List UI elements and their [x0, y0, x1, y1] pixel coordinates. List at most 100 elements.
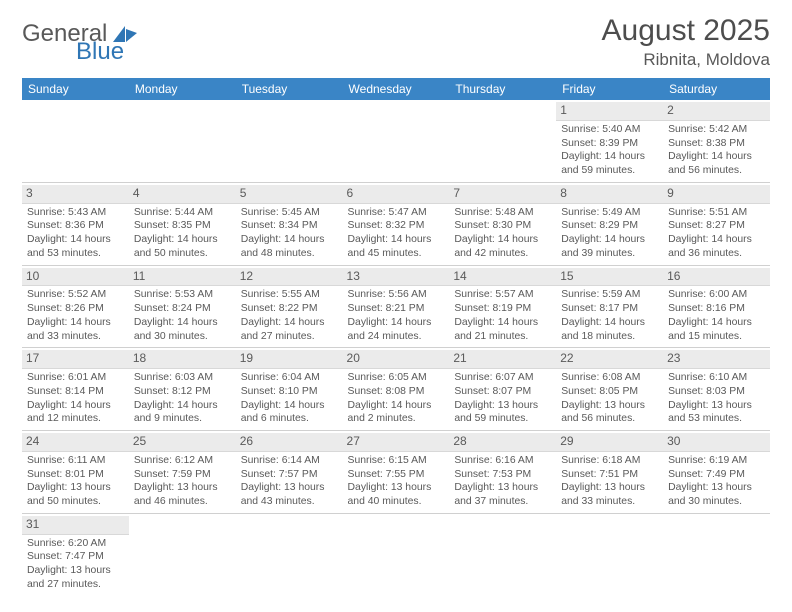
weekday-header: Monday: [129, 78, 236, 100]
day-number: 22: [556, 350, 663, 369]
day-number: 21: [449, 350, 556, 369]
day-info: Sunrise: 6:01 AMSunset: 8:14 PMDaylight:…: [26, 371, 125, 426]
day-number: 6: [343, 185, 450, 204]
day-info: Sunrise: 6:19 AMSunset: 7:49 PMDaylight:…: [667, 454, 766, 509]
calendar-day: 17Sunrise: 6:01 AMSunset: 8:14 PMDayligh…: [22, 348, 129, 431]
day-number: 2: [663, 102, 770, 121]
calendar-day: 30Sunrise: 6:19 AMSunset: 7:49 PMDayligh…: [663, 431, 770, 514]
header: General Blue August 2025 Ribnita, Moldov…: [22, 14, 770, 70]
day-info: Sunrise: 6:05 AMSunset: 8:08 PMDaylight:…: [347, 371, 446, 426]
calendar-day: 21 Sunrise: 6:07 AMSunset: 8:07 PMDayligh…: [449, 348, 556, 431]
day-info: Sunrise: 5:48 AMSunset: 8:30 PMDaylight:…: [453, 206, 552, 261]
day-info: Sunrise: 5:49 AMSunset: 8:29 PMDaylight:…: [560, 206, 659, 261]
calendar-row: 17Sunrise: 6:01 AMSunset: 8:14 PMDayligh…: [22, 348, 770, 431]
day-number: 8: [556, 185, 663, 204]
weekday-header: Saturday: [663, 78, 770, 100]
day-number: 5: [236, 185, 343, 204]
calendar-day: 14Sunrise: 5:57 AMSunset: 8:19 PMDayligh…: [449, 265, 556, 348]
day-info: Sunrise: 5:43 AMSunset: 8:36 PMDaylight:…: [26, 206, 125, 261]
weekday-header-row: SundayMondayTuesdayWednesdayThursdayFrid…: [22, 78, 770, 100]
day-info: Sunrise: 5:57 AMSunset: 8:19 PMDaylight:…: [453, 288, 552, 343]
day-number: 13: [343, 268, 450, 287]
calendar-day: 10Sunrise: 5:52 AMSunset: 8:26 PMDayligh…: [22, 265, 129, 348]
day-info: Sunrise: 6:15 AMSunset: 7:55 PMDaylight:…: [347, 454, 446, 509]
day-number: 28: [449, 433, 556, 452]
day-number: 31: [22, 516, 129, 535]
calendar-day: 18 Sunrise: 6:03 AMSunset: 8:12 PMDayligh…: [129, 348, 236, 431]
calendar-day: 23Sunrise: 6:10 AMSunset: 8:03 PMDayligh…: [663, 348, 770, 431]
day-info: Sunrise: 6:18 AMSunset: 7:51 PMDaylight:…: [560, 454, 659, 509]
day-info: Sunrise: 5:47 AMSunset: 8:32 PMDaylight:…: [347, 206, 446, 261]
calendar-row: 24 Sunrise: 6:11 AMSunset: 8:01 PMDayligh…: [22, 431, 770, 514]
calendar-day: 9Sunrise: 5:51 AMSunset: 8:27 PMDaylight…: [663, 182, 770, 265]
day-number: 1: [556, 102, 663, 121]
day-info: Sunrise: 6:08 AMSunset: 8:05 PMDaylight:…: [560, 371, 659, 426]
weekday-header: Tuesday: [236, 78, 343, 100]
calendar-empty: [236, 513, 343, 595]
calendar-day: 29Sunrise: 6:18 AMSunset: 7:51 PMDayligh…: [556, 431, 663, 514]
calendar-empty: [556, 513, 663, 595]
weekday-header: Sunday: [22, 78, 129, 100]
day-number: 24: [22, 433, 129, 452]
day-info: Sunrise: 6:12 AMSunset: 7:59 PMDaylight:…: [133, 454, 232, 509]
calendar-day: 6 Sunrise: 5:47 AMSunset: 8:32 PMDaylight…: [343, 182, 450, 265]
calendar-empty: [449, 100, 556, 182]
calendar-day: 7 Sunrise: 5:48 AMSunset: 8:30 PMDaylight…: [449, 182, 556, 265]
calendar-day: 15Sunrise: 5:59 AMSunset: 8:17 PMDayligh…: [556, 265, 663, 348]
day-number: 23: [663, 350, 770, 369]
day-number: 12: [236, 268, 343, 287]
title-block: August 2025 Ribnita, Moldova: [602, 14, 770, 70]
day-number: 25: [129, 433, 236, 452]
day-info: Sunrise: 6:16 AMSunset: 7:53 PMDaylight:…: [453, 454, 552, 509]
calendar-table: SundayMondayTuesdayWednesdayThursdayFrid…: [22, 78, 770, 596]
calendar-day: 2 Sunrise: 5:42 AMSunset: 8:38 PMDaylight…: [663, 100, 770, 182]
calendar-day: 3Sunrise: 5:43 AMSunset: 8:36 PMDaylight…: [22, 182, 129, 265]
day-number: 20: [343, 350, 450, 369]
day-info: Sunrise: 5:40 AMSunset: 8:39 PMDaylight:…: [560, 123, 659, 178]
day-info: Sunrise: 5:42 AMSunset: 8:38 PMDaylight:…: [667, 123, 766, 178]
day-info: Sunrise: 5:53 AMSunset: 8:24 PMDaylight:…: [133, 288, 232, 343]
day-number: 11: [129, 268, 236, 287]
calendar-day: 19Sunrise: 6:04 AMSunset: 8:10 PMDayligh…: [236, 348, 343, 431]
calendar-day: 24 Sunrise: 6:11 AMSunset: 8:01 PMDayligh…: [22, 431, 129, 514]
day-info: Sunrise: 5:45 AMSunset: 8:34 PMDaylight:…: [240, 206, 339, 261]
day-number: 4: [129, 185, 236, 204]
calendar-empty: [129, 100, 236, 182]
calendar-day: 13Sunrise: 5:56 AMSunset: 8:21 PMDayligh…: [343, 265, 450, 348]
calendar-day: 11Sunrise: 5:53 AMSunset: 8:24 PMDayligh…: [129, 265, 236, 348]
calendar-empty: [663, 513, 770, 595]
day-info: Sunrise: 5:59 AMSunset: 8:17 PMDaylight:…: [560, 288, 659, 343]
calendar-day: 26Sunrise: 6:14 AMSunset: 7:57 PMDayligh…: [236, 431, 343, 514]
calendar-row: 3Sunrise: 5:43 AMSunset: 8:36 PMDaylight…: [22, 182, 770, 265]
day-info: Sunrise: 6:11 AMSunset: 8:01 PMDaylight:…: [26, 454, 125, 509]
calendar-empty: [449, 513, 556, 595]
calendar-day: 22 Sunrise: 6:08 AMSunset: 8:05 PMDayligh…: [556, 348, 663, 431]
day-info: Sunrise: 6:04 AMSunset: 8:10 PMDaylight:…: [240, 371, 339, 426]
day-number: 27: [343, 433, 450, 452]
calendar-empty: [343, 513, 450, 595]
calendar-day: 1 Sunrise: 5:40 AMSunset: 8:39 PMDaylight…: [556, 100, 663, 182]
day-info: Sunrise: 5:56 AMSunset: 8:21 PMDaylight:…: [347, 288, 446, 343]
day-info: Sunrise: 5:55 AMSunset: 8:22 PMDaylight:…: [240, 288, 339, 343]
day-info: Sunrise: 6:03 AMSunset: 8:12 PMDaylight:…: [133, 371, 232, 426]
day-number: 15: [556, 268, 663, 287]
calendar-empty: [236, 100, 343, 182]
weekday-header: Thursday: [449, 78, 556, 100]
day-number: 18: [129, 350, 236, 369]
day-number: 7: [449, 185, 556, 204]
calendar-day: 25 Sunrise: 6:12 AMSunset: 7:59 PMDayligh…: [129, 431, 236, 514]
calendar-body: 1 Sunrise: 5:40 AMSunset: 8:39 PMDaylight…: [22, 100, 770, 596]
day-number: 26: [236, 433, 343, 452]
calendar-empty: [129, 513, 236, 595]
calendar-row: 10Sunrise: 5:52 AMSunset: 8:26 PMDayligh…: [22, 265, 770, 348]
day-info: Sunrise: 6:20 AMSunset: 7:47 PMDaylight:…: [26, 537, 125, 592]
calendar-day: 27 Sunrise: 6:15 AMSunset: 7:55 PMDayligh…: [343, 431, 450, 514]
day-number: 14: [449, 268, 556, 287]
calendar-day: 28 Sunrise: 6:16 AMSunset: 7:53 PMDayligh…: [449, 431, 556, 514]
calendar-day: 5 Sunrise: 5:45 AMSunset: 8:34 PMDaylight…: [236, 182, 343, 265]
day-info: Sunrise: 6:00 AMSunset: 8:16 PMDaylight:…: [667, 288, 766, 343]
day-info: Sunrise: 6:07 AMSunset: 8:07 PMDaylight:…: [453, 371, 552, 426]
calendar-day: 16Sunrise: 6:00 AMSunset: 8:16 PMDayligh…: [663, 265, 770, 348]
weekday-header: Wednesday: [343, 78, 450, 100]
location: Ribnita, Moldova: [602, 50, 770, 70]
